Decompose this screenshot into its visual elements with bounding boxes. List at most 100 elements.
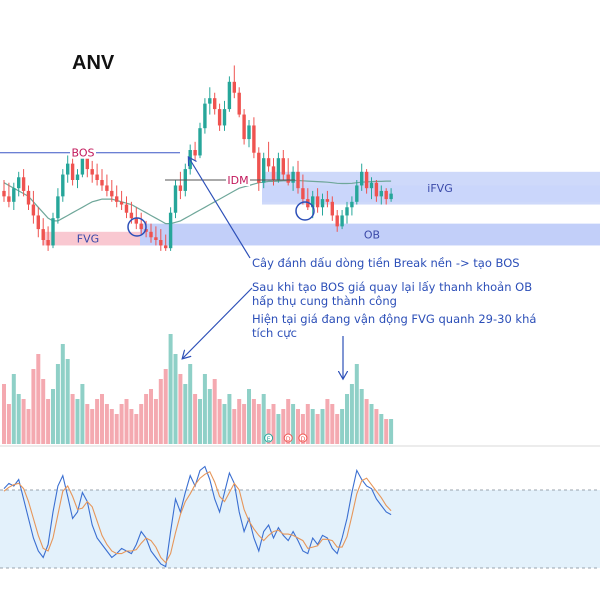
candle-body bbox=[276, 158, 281, 180]
candle-body bbox=[41, 229, 45, 240]
candle bbox=[95, 163, 99, 186]
candle-body bbox=[134, 218, 138, 224]
candle-body bbox=[315, 196, 320, 208]
candle-body bbox=[311, 196, 315, 208]
volume-bar bbox=[364, 399, 369, 444]
volume-bar bbox=[315, 414, 320, 444]
candle-body bbox=[266, 158, 271, 167]
volume-bar bbox=[207, 389, 212, 444]
candle-body bbox=[17, 177, 21, 189]
candle-body bbox=[178, 185, 183, 191]
volume-bar bbox=[168, 334, 173, 444]
candle-body bbox=[379, 190, 383, 197]
note-ob: Sau khi tạo BOS giá quay lại lấy thanh k… bbox=[252, 280, 533, 308]
volume-bar bbox=[320, 409, 325, 444]
volume-marker bbox=[283, 433, 293, 443]
candle bbox=[213, 92, 217, 115]
candle-body bbox=[330, 201, 334, 216]
volume-bar bbox=[247, 389, 251, 444]
volume-bar bbox=[256, 404, 261, 444]
candle bbox=[340, 210, 344, 230]
volume-bar bbox=[173, 354, 178, 444]
volume-bar bbox=[60, 344, 65, 444]
candle bbox=[110, 180, 114, 202]
volume-bar bbox=[65, 359, 70, 444]
bos-label-bg bbox=[70, 145, 96, 159]
candle-body bbox=[325, 199, 330, 202]
candle bbox=[276, 152, 281, 183]
candle bbox=[178, 171, 183, 200]
ob-circle bbox=[295, 201, 315, 221]
candle bbox=[222, 100, 227, 131]
candle-body bbox=[355, 185, 359, 202]
candle-body bbox=[173, 185, 178, 213]
candle bbox=[100, 169, 104, 191]
candle bbox=[75, 169, 80, 189]
volume-bar bbox=[354, 364, 359, 444]
volume-bar bbox=[232, 409, 237, 444]
volume-bar bbox=[163, 369, 168, 444]
volume-bar bbox=[139, 404, 144, 444]
candle-body bbox=[149, 231, 153, 238]
candle-body bbox=[51, 218, 55, 246]
volume-bar bbox=[300, 414, 305, 444]
volume-bar bbox=[310, 409, 315, 444]
volume-bar bbox=[271, 404, 276, 444]
candle-body bbox=[159, 240, 163, 246]
candle-body bbox=[7, 196, 11, 202]
candle-body bbox=[389, 193, 393, 200]
volume-bar bbox=[374, 409, 379, 444]
volume-bar bbox=[95, 399, 100, 444]
volume-bar bbox=[291, 404, 296, 444]
candle-body bbox=[222, 109, 227, 126]
candle-body bbox=[139, 223, 143, 230]
candle-body bbox=[95, 174, 99, 180]
annotation-layer: BOS IDM FVG iFVG OB bbox=[0, 145, 453, 378]
volume-marker bbox=[264, 433, 274, 443]
volume-bar bbox=[129, 409, 134, 444]
volume-bar bbox=[389, 419, 394, 444]
candle-body bbox=[168, 212, 173, 249]
candle bbox=[164, 234, 168, 251]
volume-bar bbox=[134, 414, 139, 444]
candle-body bbox=[12, 188, 16, 202]
ticker-title: ANV bbox=[72, 52, 115, 74]
candle-body bbox=[56, 196, 60, 219]
candle-body bbox=[301, 188, 305, 200]
volume-bar bbox=[384, 419, 389, 444]
candle-body bbox=[26, 190, 31, 205]
candle bbox=[369, 177, 374, 200]
candle bbox=[21, 169, 26, 197]
candle bbox=[257, 147, 261, 191]
volume-bar bbox=[158, 379, 163, 444]
volume-bar bbox=[183, 384, 188, 444]
candle-body bbox=[374, 182, 379, 197]
candle bbox=[115, 185, 119, 208]
candle-body bbox=[271, 166, 276, 180]
candle bbox=[2, 180, 6, 202]
candle bbox=[320, 193, 325, 216]
fvg-circle bbox=[127, 217, 147, 237]
candle bbox=[105, 174, 109, 197]
candle-body bbox=[227, 81, 232, 110]
volume-bar bbox=[178, 374, 183, 444]
candle bbox=[51, 212, 55, 249]
candle-body bbox=[46, 240, 50, 246]
candle bbox=[17, 171, 21, 197]
candle bbox=[271, 158, 276, 186]
candle bbox=[379, 185, 383, 205]
volume-bar bbox=[2, 384, 6, 444]
volume-bar bbox=[90, 409, 95, 444]
volume-bar bbox=[36, 354, 41, 444]
volume-bar bbox=[349, 384, 354, 444]
volume-bar bbox=[100, 394, 104, 444]
note-fvg: Hiện tại giá đang vận động FVG quanh 29-… bbox=[252, 312, 537, 340]
candle-body bbox=[345, 207, 349, 216]
volume-bar bbox=[217, 399, 222, 444]
candle bbox=[252, 117, 256, 159]
candle-body bbox=[237, 92, 241, 115]
moving-average bbox=[3, 179, 392, 225]
stoch-d-line bbox=[3, 470, 392, 564]
